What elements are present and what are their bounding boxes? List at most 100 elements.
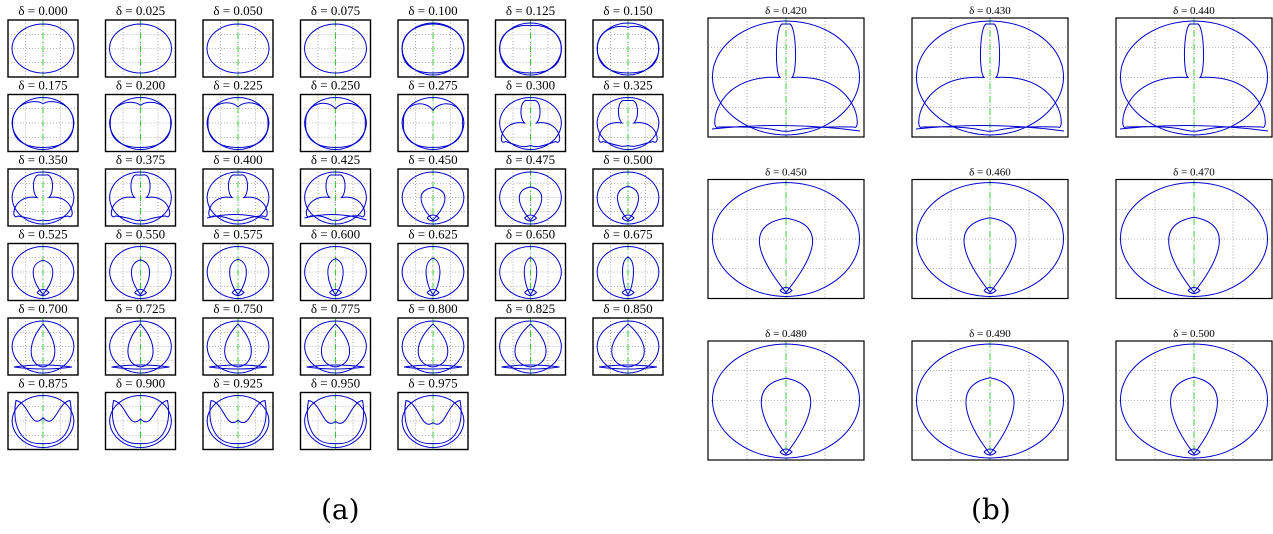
plot-a-17: δ = 0.425 xyxy=(299,152,372,227)
plot-a-title: δ = 0.825 xyxy=(506,301,555,316)
plot-b-title: δ = 0.430 xyxy=(969,5,1011,17)
curve-path xyxy=(1119,23,1269,132)
plot-a-title: δ = 0.475 xyxy=(506,152,555,167)
plot-b-title: δ = 0.460 xyxy=(969,167,1011,179)
curve-path xyxy=(621,256,635,296)
plot-a-title: δ = 0.725 xyxy=(116,301,165,316)
curve-path xyxy=(110,174,171,221)
curve-path xyxy=(12,101,74,149)
plot-a-5: δ = 0.125 xyxy=(494,3,567,78)
plot-a-35: δ = 0.875 xyxy=(7,376,79,451)
plot-a-26: δ = 0.650 xyxy=(494,227,567,302)
plot-a-title: δ = 0.900 xyxy=(116,376,165,391)
curve-path xyxy=(499,24,562,74)
curve-path xyxy=(306,323,365,370)
plot-a-title: δ = 0.950 xyxy=(311,376,360,391)
curve-path xyxy=(108,23,173,74)
plot-a-28: δ = 0.700 xyxy=(7,301,79,376)
plot-b-3: δ = 0.450 xyxy=(707,167,865,300)
curve-path xyxy=(13,174,73,222)
curve-path xyxy=(14,399,72,445)
plot-a-15: δ = 0.375 xyxy=(104,152,177,227)
plot-a-title: δ = 0.250 xyxy=(311,78,360,93)
plot-a-title: δ = 0.350 xyxy=(18,152,67,167)
plot-a-10: δ = 0.250 xyxy=(299,78,372,153)
plot-a-2: δ = 0.050 xyxy=(202,3,274,78)
curve-path xyxy=(500,99,561,148)
plot-a-title: δ = 0.400 xyxy=(213,152,262,167)
plot-a-title: δ = 0.125 xyxy=(506,3,555,18)
curve-path xyxy=(32,259,54,296)
curve-path xyxy=(206,174,270,221)
curve-path xyxy=(401,23,465,74)
plot-a-31: δ = 0.775 xyxy=(299,301,372,376)
plot-a-8: δ = 0.200 xyxy=(104,78,177,153)
plot-a-20: δ = 0.500 xyxy=(592,152,664,227)
plot-a-title: δ = 0.000 xyxy=(18,3,67,18)
plot-a-title: δ = 0.675 xyxy=(603,227,652,242)
curve-path xyxy=(109,101,172,149)
plot-a-32: δ = 0.800 xyxy=(397,301,469,376)
plot-a-title: δ = 0.225 xyxy=(213,78,262,93)
plot-a-title: δ = 0.975 xyxy=(408,376,457,391)
plot-a-22: δ = 0.550 xyxy=(104,227,177,302)
plot-a-38: δ = 0.950 xyxy=(299,376,372,451)
plot-b-2: δ = 0.440 xyxy=(1115,5,1273,138)
curve-path xyxy=(711,23,861,132)
curve-path xyxy=(758,217,814,294)
plot-a-27: δ = 0.675 xyxy=(592,227,664,302)
plot-a-16: δ = 0.400 xyxy=(202,152,274,227)
plot-a-19: δ = 0.475 xyxy=(494,152,567,227)
plot-a-12: δ = 0.300 xyxy=(494,78,567,153)
plot-a-title: δ = 0.375 xyxy=(116,152,165,167)
plot-a-36: δ = 0.900 xyxy=(104,376,177,451)
curve-path xyxy=(1168,216,1220,294)
plot-b-5: δ = 0.470 xyxy=(1115,167,1273,300)
plot-a-11: δ = 0.275 xyxy=(397,78,469,153)
plot-a-21: δ = 0.525 xyxy=(7,227,79,302)
plot-a-title: δ = 0.050 xyxy=(213,3,262,18)
curve-path xyxy=(420,187,446,222)
plot-a-title: δ = 0.575 xyxy=(213,227,262,242)
plot-a-title: δ = 0.875 xyxy=(18,376,67,391)
curve-path xyxy=(209,399,267,445)
curve-path xyxy=(1170,376,1218,456)
plot-a-title: δ = 0.300 xyxy=(506,78,555,93)
curve-path xyxy=(760,377,812,456)
curve-path xyxy=(425,257,441,296)
curve-path xyxy=(501,323,560,370)
plot-a-title: δ = 0.525 xyxy=(18,227,67,242)
plot-a-0: δ = 0.000 xyxy=(7,3,79,78)
plot-a-37: δ = 0.925 xyxy=(202,376,274,451)
plot-b-6: δ = 0.480 xyxy=(707,328,865,461)
curve-path xyxy=(306,399,365,445)
plot-a-title: δ = 0.450 xyxy=(408,152,457,167)
plot-a-7: δ = 0.175 xyxy=(7,78,79,153)
plot-a-title: δ = 0.925 xyxy=(213,376,262,391)
plot-a-title: δ = 0.025 xyxy=(116,3,165,18)
plot-a-9: δ = 0.225 xyxy=(202,78,274,153)
plot-a-3: δ = 0.075 xyxy=(299,3,372,78)
plot-b-0: δ = 0.420 xyxy=(707,5,865,138)
curve-path xyxy=(131,259,150,296)
plot-a-23: δ = 0.575 xyxy=(202,227,274,302)
plot-a-title: δ = 0.200 xyxy=(116,78,165,93)
plot-a-title: δ = 0.500 xyxy=(603,152,652,167)
curve-path xyxy=(13,323,73,370)
plot-a-title: δ = 0.800 xyxy=(408,301,457,316)
curve-path xyxy=(915,23,1065,132)
plot-a-6: δ = 0.150 xyxy=(592,3,664,78)
curve-path xyxy=(111,323,170,370)
plot-a-25: δ = 0.625 xyxy=(397,227,469,302)
plot-b-title: δ = 0.490 xyxy=(969,328,1011,340)
plot-a-18: δ = 0.450 xyxy=(397,152,469,227)
plot-a-24: δ = 0.600 xyxy=(299,227,372,302)
plot-b-8: δ = 0.500 xyxy=(1115,328,1273,461)
curve-path xyxy=(207,102,269,149)
plot-a-title: δ = 0.700 xyxy=(18,301,67,316)
curve-path xyxy=(402,103,464,149)
plot-a-title: δ = 0.775 xyxy=(311,301,360,316)
plot-a-34: δ = 0.850 xyxy=(592,301,664,376)
plot-a-title: δ = 0.100 xyxy=(408,3,457,18)
